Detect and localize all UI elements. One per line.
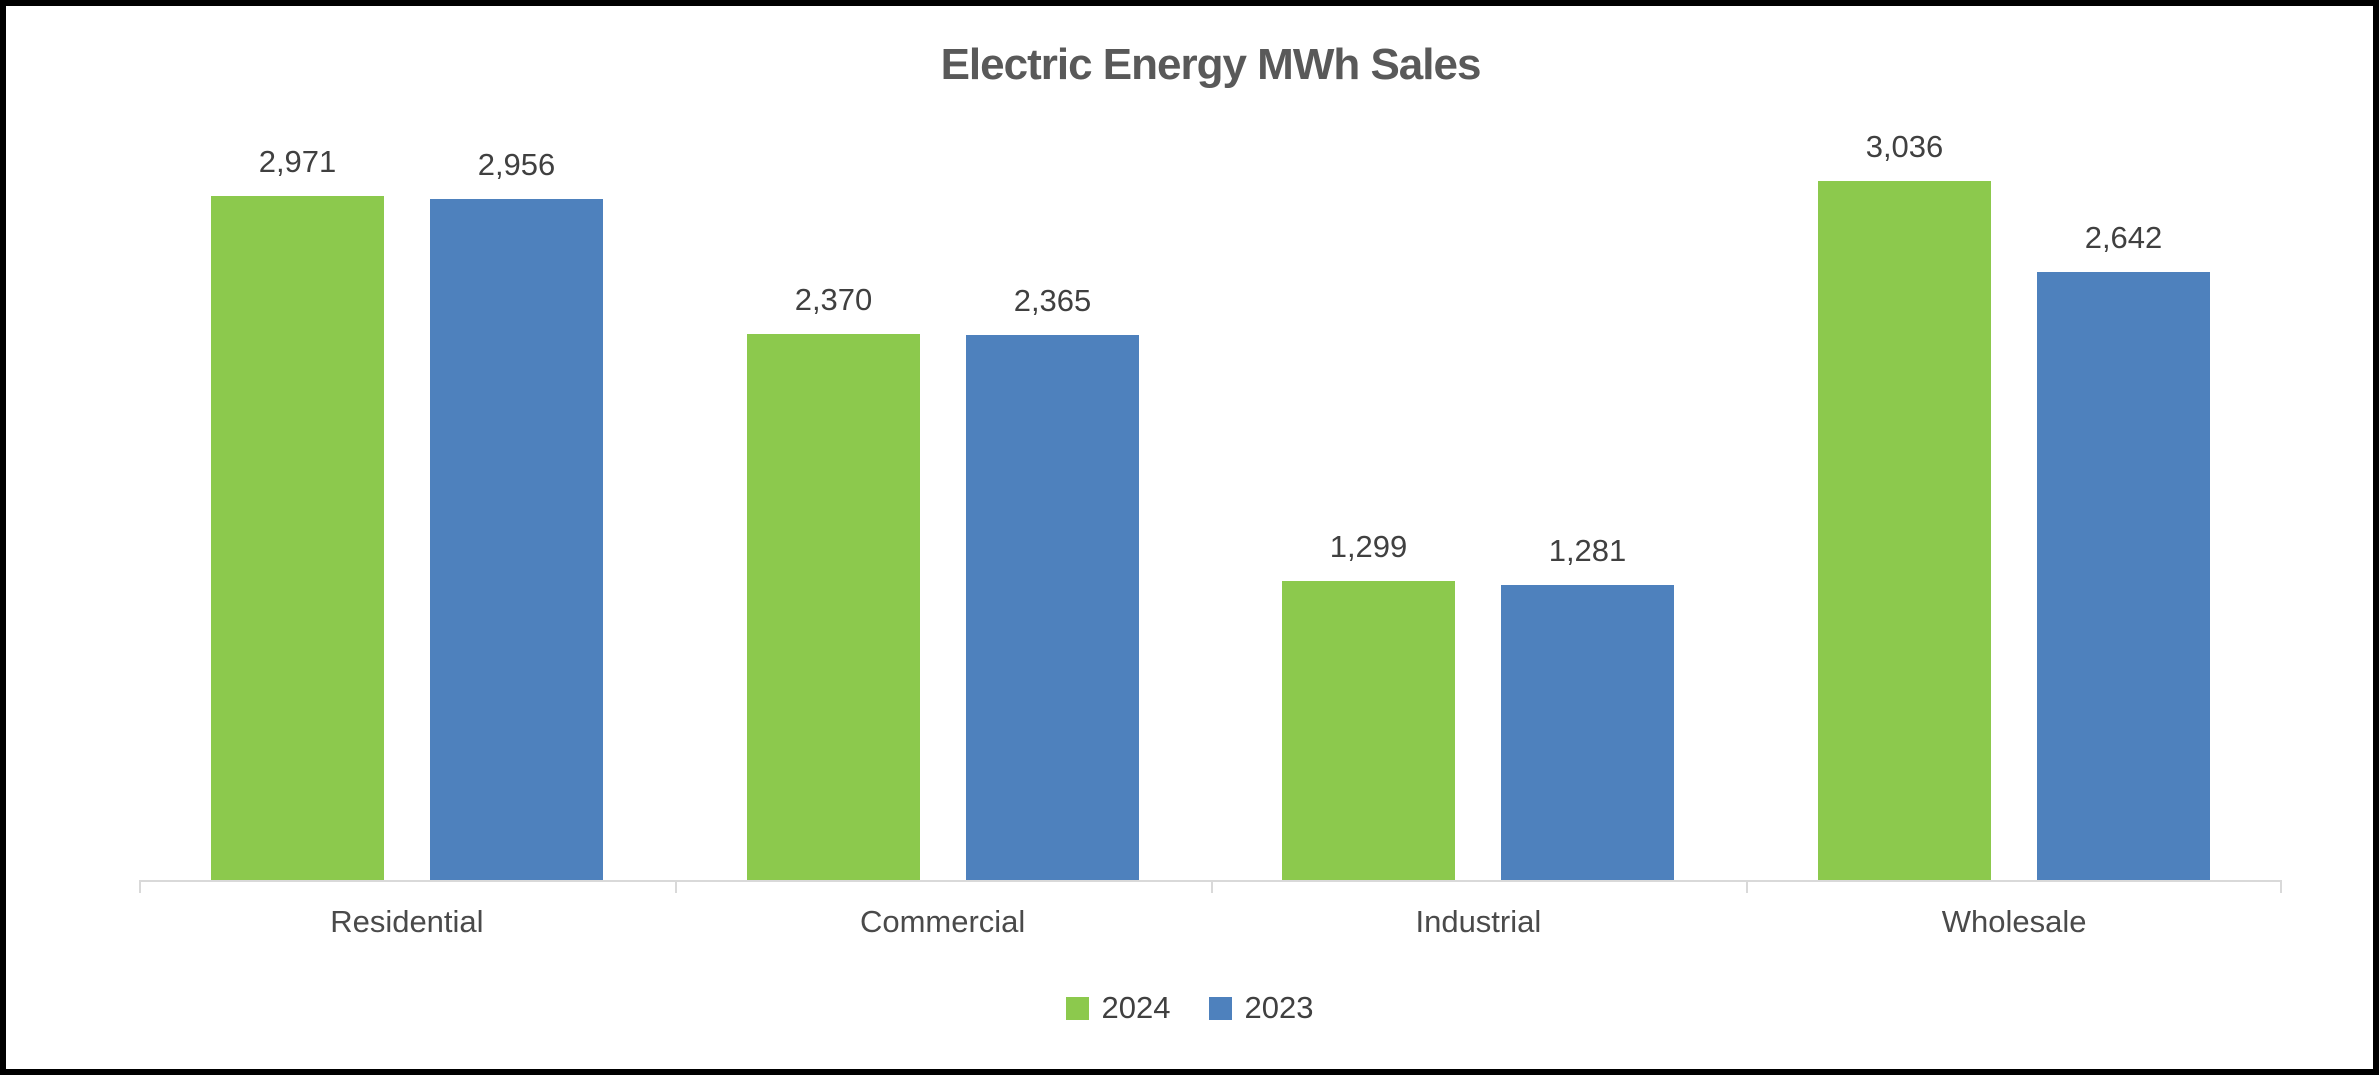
legend-label-2024: 2024 bbox=[1101, 990, 1171, 1025]
bar-2023-residential bbox=[430, 199, 603, 880]
x-axis-tick bbox=[1746, 880, 1748, 893]
x-axis-tick bbox=[139, 880, 141, 893]
value-label-2023-wholesale: 2,642 bbox=[2084, 220, 2163, 255]
chart-title: Electric Energy MWh Sales bbox=[940, 40, 1482, 89]
bar-2023-commercial bbox=[966, 335, 1139, 880]
category-label-industrial: Industrial bbox=[1415, 904, 1542, 939]
x-axis-category-labels: Residential Commercial Industrial Wholesale bbox=[139, 904, 2282, 944]
bar-2024-commercial bbox=[747, 334, 920, 880]
legend-label-2023: 2023 bbox=[1244, 990, 1314, 1025]
bar-2024-industrial bbox=[1282, 581, 1455, 880]
value-label-2024-wholesale: 3,036 bbox=[1865, 129, 1944, 164]
bar-2024-wholesale bbox=[1818, 181, 1991, 880]
value-label-2023-commercial: 2,365 bbox=[1013, 283, 1092, 318]
bar-2024-residential bbox=[211, 196, 384, 880]
x-axis-tick bbox=[2280, 880, 2282, 893]
x-axis-tick bbox=[675, 880, 677, 893]
value-label-2024-residential: 2,971 bbox=[258, 144, 337, 179]
category-label-wholesale: Wholesale bbox=[1941, 904, 2087, 939]
bar-2023-industrial bbox=[1501, 585, 1674, 880]
x-axis-tick bbox=[1211, 880, 1213, 893]
plot-area: 2,971 2,956 2,370 2,365 1,299 1,281 3,036 2,642 bbox=[139, 76, 2282, 893]
legend-item-2024: 2024 bbox=[1065, 990, 1171, 1026]
legend-item-2023: 2023 bbox=[1208, 990, 1314, 1026]
value-label-2023-industrial: 1,281 bbox=[1548, 533, 1627, 568]
bar-2023-wholesale bbox=[2037, 272, 2210, 880]
value-label-2024-commercial: 2,370 bbox=[794, 282, 873, 317]
value-label-2024-industrial: 1,299 bbox=[1329, 529, 1408, 564]
legend-swatch-2024 bbox=[1065, 996, 1089, 1020]
category-label-commercial: Commercial bbox=[859, 904, 1026, 939]
legend-swatch-2023 bbox=[1208, 996, 1232, 1020]
category-label-residential: Residential bbox=[330, 904, 484, 939]
value-label-2023-residential: 2,956 bbox=[477, 147, 556, 182]
legend: 2024 2023 bbox=[6, 990, 2373, 1026]
